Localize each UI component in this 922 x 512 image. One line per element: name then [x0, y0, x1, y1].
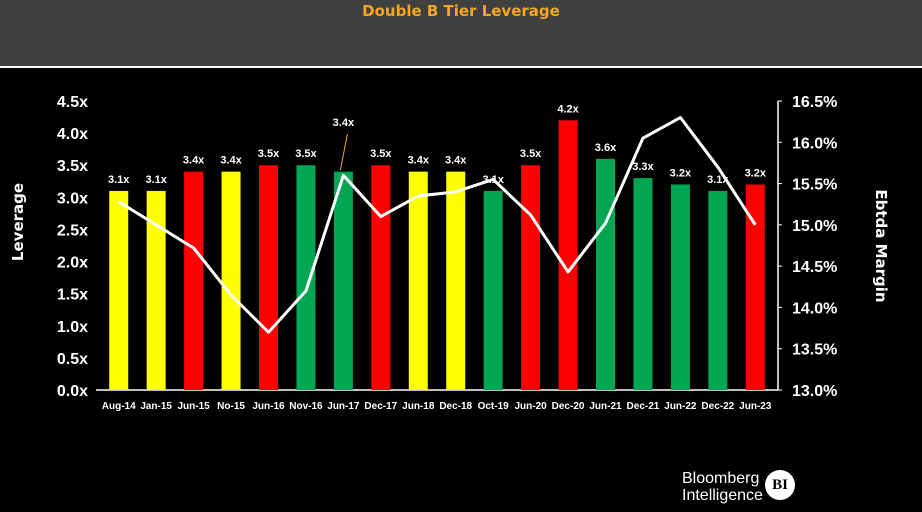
- bar-value-label: 3.4x: [220, 155, 242, 167]
- y-tick-label: 0.0x: [57, 383, 88, 400]
- x-tick-label: Jan-15: [140, 401, 172, 412]
- y-tick-label: 1.0x: [57, 319, 88, 336]
- y-tick-label: 4.0x: [57, 126, 88, 143]
- bar-value-label: 3.4x: [408, 155, 430, 167]
- bar: [446, 171, 466, 390]
- bar: [745, 184, 765, 390]
- ebitda-margin-line: [117, 116, 757, 334]
- y2-tick-label: 15.0%: [792, 218, 837, 235]
- title-bar: [0, 0, 922, 66]
- y2-axis-title: Ebtda Margin: [872, 189, 890, 302]
- bar: [408, 171, 428, 390]
- x-tick-label: Jun-22: [664, 401, 697, 412]
- y2-tick-label: 14.0%: [792, 300, 837, 317]
- y2-tick-label: 14.5%: [792, 259, 837, 276]
- bar-value-label: 3.4x: [183, 155, 205, 167]
- bar: [109, 190, 129, 390]
- bar-value-label: 3.1x: [145, 174, 167, 186]
- bar-value-label: 3.5x: [295, 148, 317, 160]
- y-tick-label: 0.5x: [57, 351, 88, 368]
- chart-title: Double B Tier Leverage: [362, 2, 560, 20]
- bar: [521, 165, 541, 390]
- bar-value-label: 3.1x: [108, 174, 130, 186]
- bar: [670, 184, 690, 390]
- y-tick-label: 1.5x: [57, 287, 88, 304]
- bar: [259, 165, 278, 390]
- title-divider: [0, 66, 922, 68]
- label-leader-line: [339, 133, 348, 171]
- bar: [596, 158, 615, 390]
- brand-line-1: Bloomberg: [682, 470, 760, 487]
- y2-tick-label: 13.0%: [792, 383, 837, 400]
- bar-value-label: 3.4x: [333, 117, 355, 129]
- bar-value-label: 3.6x: [595, 142, 617, 154]
- bar: [221, 171, 241, 390]
- bar-value-label: 3.5x: [370, 148, 392, 160]
- x-tick-label: Dec-22: [701, 401, 734, 412]
- bar-value-label: 3.2x: [745, 167, 767, 179]
- bar: [184, 171, 204, 390]
- bar-value-label: 3.4x: [445, 155, 467, 167]
- y2-tick-label: 16.0%: [792, 135, 837, 152]
- bar-value-label: 3.1x: [707, 174, 729, 186]
- y-tick-label: 2.0x: [57, 255, 88, 272]
- x-tick-label: Aug-14: [102, 401, 136, 412]
- x-tick-label: Dec-21: [627, 401, 660, 412]
- x-tick-label: Dec-17: [364, 401, 397, 412]
- x-tick-label: Jun-15: [177, 401, 210, 412]
- x-tick-label: Jun-20: [514, 401, 547, 412]
- y2-tick-label: 16.5%: [792, 94, 837, 111]
- bar-value-label: 4.2x: [557, 103, 579, 115]
- bar: [333, 171, 353, 390]
- x-tick-label: Jun-23: [739, 401, 772, 412]
- bar-value-label: 3.1x: [482, 174, 504, 186]
- y2-tick-label: 15.5%: [792, 177, 837, 194]
- y-axis-title: Leverage: [9, 183, 27, 261]
- x-tick-label: Jun-21: [589, 401, 622, 412]
- bar-value-label: 3.5x: [520, 148, 542, 160]
- bar: [633, 178, 653, 390]
- x-tick-label: Oct-19: [478, 401, 510, 412]
- x-tick-label: Jun-17: [327, 401, 360, 412]
- brand-line-2: Intelligence: [682, 487, 763, 504]
- y-tick-label: 2.5x: [57, 222, 88, 239]
- bar-value-label: 3.2x: [670, 167, 692, 179]
- x-tick-label: Jun-18: [402, 401, 435, 412]
- bar-value-label: 3.3x: [632, 161, 654, 173]
- x-tick-label: Dec-18: [439, 401, 472, 412]
- bar: [558, 120, 578, 391]
- x-tick-label: Dec-20: [552, 401, 585, 412]
- y-tick-label: 3.5x: [57, 158, 88, 175]
- x-tick-label: Jun-16: [252, 401, 285, 412]
- y-tick-label: 3.0x: [57, 190, 88, 207]
- y-tick-label: 4.5x: [57, 94, 88, 111]
- bi-badge-icon: BI: [765, 470, 795, 500]
- y2-tick-label: 13.5%: [792, 342, 837, 359]
- bar-value-label: 3.5x: [258, 148, 280, 160]
- bar: [146, 190, 166, 390]
- bar: [296, 165, 316, 390]
- x-tick-label: Nov-16: [289, 401, 323, 412]
- bar: [483, 190, 503, 390]
- brand-logo: Bloomberg Intelligence: [682, 470, 763, 504]
- bar: [371, 165, 391, 390]
- bar: [708, 190, 728, 390]
- x-tick-label: No-15: [217, 401, 245, 412]
